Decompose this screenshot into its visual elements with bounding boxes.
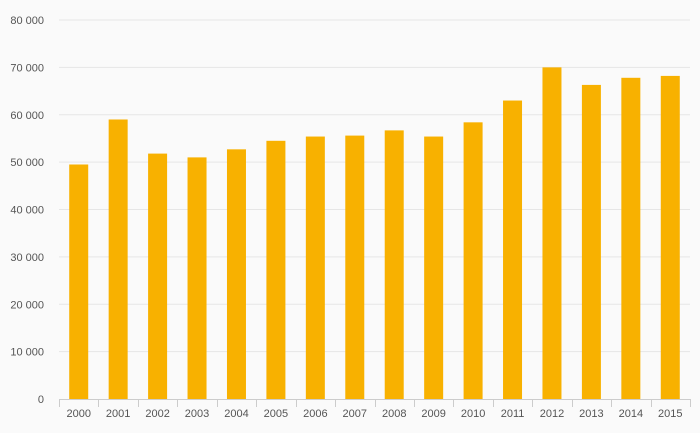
y-tick-label: 60 000 (10, 110, 44, 122)
x-tick-label: 2014 (619, 408, 643, 420)
bar-2006 (305, 136, 325, 400)
x-tick-label: 2008 (382, 408, 406, 420)
bar-2012 (542, 67, 562, 399)
x-tick-label: 2015 (658, 408, 682, 420)
bar-2000 (69, 164, 89, 399)
x-tick-label: 2003 (185, 408, 209, 420)
bar-2013 (581, 84, 601, 399)
x-tick-label: 2005 (264, 408, 288, 420)
bar-2005 (266, 140, 286, 399)
x-tick-label: 2009 (421, 408, 445, 420)
y-axis-tick-labels: 0 10 000 20 000 30 000 40 000 50 000 60 000 70 … (10, 15, 44, 406)
y-tick-label: 10 000 (10, 347, 44, 359)
bar-2014 (621, 77, 641, 400)
x-tick-label: 2013 (579, 408, 603, 420)
x-tick-label: 2011 (501, 408, 525, 420)
bar-2001 (108, 119, 128, 400)
bars (69, 67, 680, 400)
x-tick-label: 2000 (66, 408, 90, 420)
bar-2002 (148, 153, 168, 399)
x-tick-label: 2010 (461, 408, 485, 420)
y-tick-label: 40 000 (10, 205, 44, 217)
x-tick-label: 2007 (343, 408, 367, 420)
y-tick-label: 80 000 (10, 15, 44, 27)
y-tick-label: 30 000 (10, 252, 44, 264)
y-tick-label: 0 (38, 394, 44, 406)
bar-2009 (424, 136, 444, 400)
y-tick-label: 50 000 (10, 157, 44, 169)
x-tick-label: 2012 (540, 408, 564, 420)
x-axis (59, 399, 691, 407)
bar-2015 (660, 75, 680, 399)
x-tick-label: 2004 (224, 408, 248, 420)
bar-2004 (226, 149, 246, 399)
x-axis-tick-labels: 2000 2001 2002 2003 2004 2005 2006 2007 2008 2009… (66, 408, 682, 420)
bar-2011 (503, 100, 523, 399)
bar-2008 (384, 130, 404, 400)
y-tick-label: 70 000 (10, 62, 44, 74)
bar-2010 (463, 122, 483, 399)
x-tick-label: 2002 (145, 408, 169, 420)
bar-2003 (187, 157, 207, 399)
x-tick-label: 2006 (303, 408, 327, 420)
x-tick-label: 2001 (106, 408, 130, 420)
bar-2007 (345, 135, 365, 399)
y-tick-label: 20 000 (10, 299, 44, 311)
